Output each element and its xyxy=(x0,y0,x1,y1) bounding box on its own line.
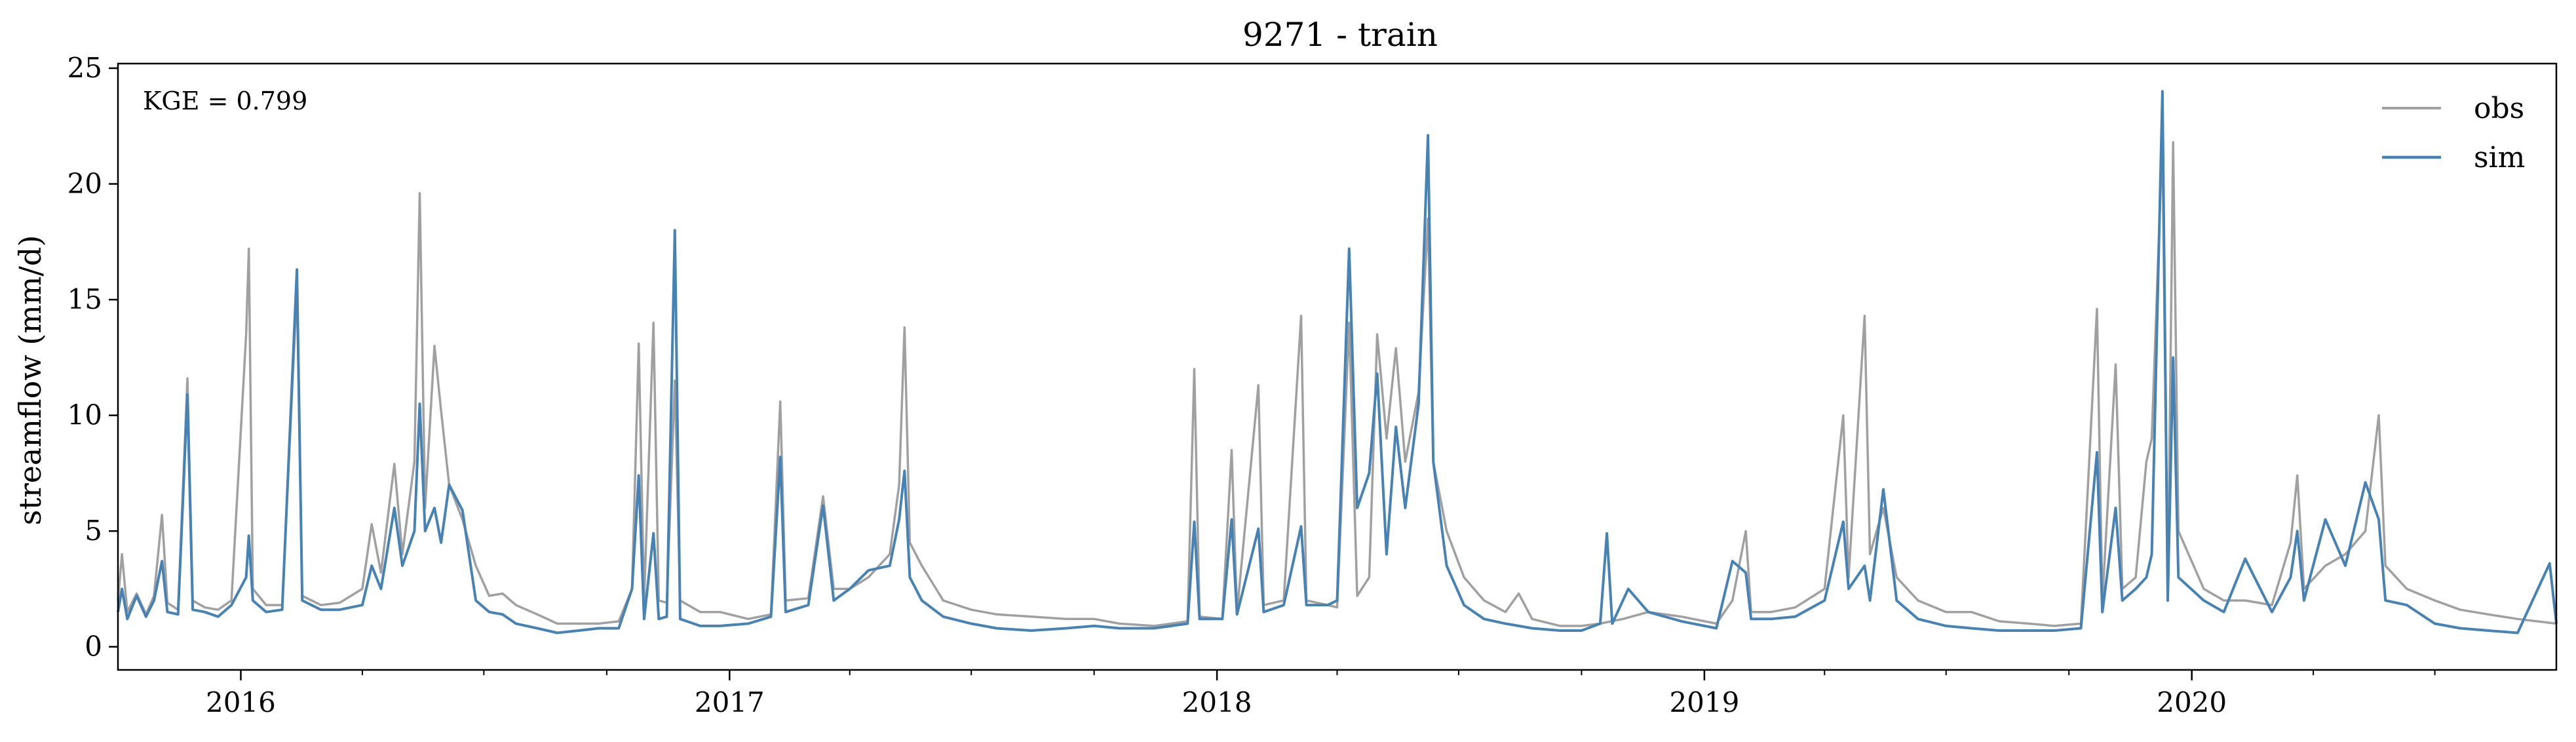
x-tick-label: 2017 xyxy=(695,686,765,718)
axes-layer: 0 5 10 15 20 25 2016 2017 2018 2019 2020 xyxy=(67,52,2558,718)
y-tick-label: 0 xyxy=(85,631,102,663)
legend: obs sim xyxy=(2382,92,2525,174)
x-tick-label: 2018 xyxy=(1182,686,1252,718)
x-tick-label: 2016 xyxy=(206,686,276,718)
x-tick-label: 2019 xyxy=(1669,686,1739,718)
y-axis-label: streamflow (mm/d) xyxy=(12,235,48,526)
series-layer xyxy=(117,90,2558,635)
y-tick-label: 5 xyxy=(85,515,102,547)
legend-label-sim: sim xyxy=(2474,141,2525,174)
x-tick-label: 2020 xyxy=(2157,686,2227,718)
legend-label-obs: obs xyxy=(2474,92,2524,125)
y-tick-label: 10 xyxy=(67,399,102,431)
series-line-obs xyxy=(117,136,2557,627)
y-tick-label: 20 xyxy=(67,168,102,200)
chart-title: 9271 - train xyxy=(1242,16,1438,54)
series-line-sim xyxy=(117,90,2558,635)
y-tick-label: 25 xyxy=(67,52,102,84)
y-tick-label: 15 xyxy=(67,283,102,315)
kge-annotation: KGE = 0.799 xyxy=(143,87,307,115)
